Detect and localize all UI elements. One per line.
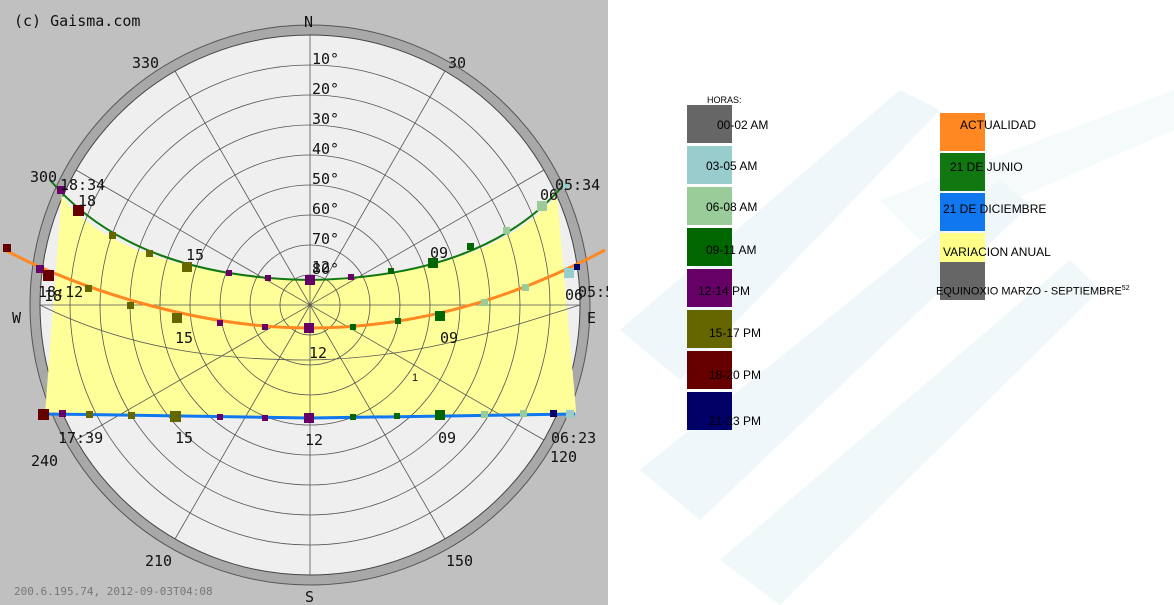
legend-swatch-21-diciembre (940, 193, 985, 231)
december-hour-label: 15 (175, 429, 193, 447)
equinox-path (39, 304, 581, 361)
legend-superscript: 52 (1121, 285, 1130, 292)
legend-label-12-14: 12-14 PM (698, 284, 751, 298)
legend-swatch-00-02 (687, 105, 732, 143)
equinox-hour-label: 18 (44, 287, 62, 305)
legend-label-15-17: 15-17 PM (709, 326, 762, 340)
legend-swatch-equinoxio (940, 262, 985, 300)
elevation-label: 20° (312, 80, 339, 98)
elevation-label: 30° (312, 110, 339, 128)
legend-label-06-08: 06-08 AM (706, 200, 758, 214)
equinox-hour-label: 15 (175, 329, 193, 347)
june-hour-label: 12 (312, 258, 330, 276)
legend-swatch-09-11 (687, 228, 732, 266)
december-hour-markers (38, 409, 574, 423)
elevation-label: 40° (312, 140, 339, 158)
azimuth-label: 210 (145, 552, 172, 570)
legend-swatch-21-23 (687, 392, 732, 430)
elevation-label: 70° (312, 230, 339, 248)
equinox-sunrise-label: 05:5 (578, 283, 608, 301)
elevation-label: 60° (312, 200, 339, 218)
legend-label-21-junio: 21 DE JUNIO (950, 160, 1023, 174)
june-hour-markers (57, 182, 569, 285)
azimuth-label: 300 (30, 168, 57, 186)
legend-label-21-23: 21-23 PM (709, 414, 762, 428)
june-hour-label: 15 (186, 246, 204, 264)
azimuth-label: 240 (31, 452, 58, 470)
june-hour-label: 09 (430, 244, 448, 262)
legend-label-equinoxio: EQUINOXIO MARZO - SEPTIEMBRE52 (936, 285, 1130, 298)
legend-swatch-actualidad (940, 113, 985, 151)
legend-label-00-02: 00-02 AM (717, 118, 769, 132)
azimuth-label: 150 (446, 552, 473, 570)
december-hour-label: 12 (305, 431, 323, 449)
elevation-label: 50° (312, 170, 339, 188)
legend-label-09-11: 09-11 AM (706, 243, 757, 257)
sun-path-diagram: (c) Gaisma.com 200.6.195.74, 2012-09-03T… (0, 0, 608, 605)
legend-swatch-06-08 (687, 187, 732, 225)
footer-text: 200.6.195.74, 2012-09-03T04:08 (14, 585, 213, 598)
legend-swatch-21-junio (940, 153, 985, 191)
june-hour-label: 18 (78, 192, 96, 210)
legend-swatch-18-20 (687, 351, 732, 389)
equinox-hour-label: 09 (440, 329, 458, 347)
copyright-text: (c) Gaisma.com (14, 12, 140, 30)
legend-swatch-15-17 (687, 310, 732, 348)
december-hour-label: 09 (438, 429, 456, 447)
hours-legend-heading: HORAS: (707, 95, 742, 105)
azimuth-label: 120 (550, 448, 577, 466)
elevation-label: 80° (312, 260, 339, 278)
legend-label-variacion-anual: VARIACION ANUAL (943, 245, 1051, 259)
equinox-hour-markers (3, 244, 580, 333)
legend-label-21-diciembre: 21 DE DICIEMBRE (943, 202, 1047, 216)
december-sunset-label: 17:39 (58, 429, 103, 447)
legend-label-actualidad: ACTUALIDAD (960, 118, 1037, 132)
compass-north: N (304, 13, 313, 31)
position-marker-label: 1 (412, 372, 418, 384)
legend-swatch-03-05 (687, 146, 732, 184)
june-sunrise-label: 05:34 (555, 176, 600, 194)
equinox-hour-label: 06 (565, 286, 583, 304)
legend-label-18-20: 18-20 PM (709, 368, 762, 382)
elevation-label: 10° (312, 50, 339, 68)
compass-west: W (12, 309, 22, 327)
june-sunset-label: 18:34 (60, 176, 105, 194)
azimuth-label: 30 (448, 54, 466, 72)
equinox-sunset-label: 18:12 (38, 283, 83, 301)
december-sunrise-label: 06:23 (551, 429, 596, 447)
equinox-hour-label: 12 (309, 344, 327, 362)
compass-east: E (587, 309, 596, 327)
june-hour-label: 06 (540, 186, 558, 204)
legend-label-03-05: 03-05 AM (706, 159, 758, 173)
compass-south: S (305, 588, 314, 605)
legend-swatch-12-14 (687, 269, 732, 307)
azimuth-label: 330 (132, 54, 159, 72)
